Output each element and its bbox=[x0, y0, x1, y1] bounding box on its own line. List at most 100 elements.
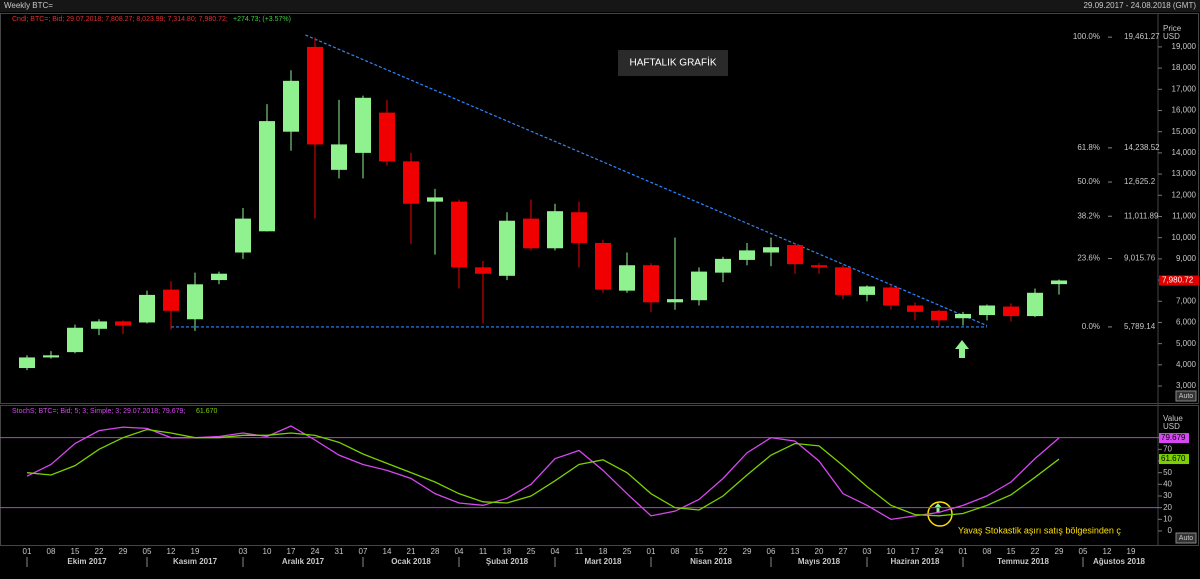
y-tick-label: 19,000 bbox=[1172, 42, 1197, 51]
candle-body bbox=[739, 250, 755, 260]
x-tick-label: 25 bbox=[623, 547, 632, 556]
y-tick-label: 6,000 bbox=[1176, 318, 1197, 327]
x-tick-label: 18 bbox=[503, 547, 512, 556]
y-tick-label: 3,000 bbox=[1176, 381, 1197, 390]
x-tick-label: 01 bbox=[23, 547, 32, 556]
fib-percent: 38.2% bbox=[1077, 211, 1100, 220]
x-tick-label: 19 bbox=[191, 547, 200, 556]
candle-body bbox=[1051, 280, 1067, 285]
candle-body bbox=[427, 197, 443, 202]
candle-body bbox=[499, 220, 515, 276]
candle-body bbox=[595, 242, 611, 290]
y-tick-label: 11,000 bbox=[1172, 212, 1196, 221]
x-tick-label: 18 bbox=[599, 547, 608, 556]
x-tick-label: 15 bbox=[695, 547, 704, 556]
fib-percent: 50.0% bbox=[1077, 177, 1100, 186]
y-tick-label: 18,000 bbox=[1172, 63, 1197, 72]
x-tick-label: 20 bbox=[815, 547, 824, 556]
y-tick-label: 16,000 bbox=[1172, 106, 1197, 115]
x-tick-label: 27 bbox=[839, 547, 848, 556]
y-tick-label: 14,000 bbox=[1172, 148, 1197, 157]
price-panel-frame bbox=[0, 13, 1199, 404]
legend-change: +274.73; (+3.57%) bbox=[233, 16, 291, 23]
candle-body bbox=[283, 80, 299, 132]
x-tick-label: 10 bbox=[263, 547, 272, 556]
x-tick-label: 29 bbox=[743, 547, 752, 556]
month-label: Mayıs 2018 bbox=[798, 557, 841, 566]
x-tick-label: 25 bbox=[527, 547, 536, 556]
x-tick-label: 05 bbox=[143, 547, 152, 556]
candle-body bbox=[355, 97, 371, 153]
fib-value: 5,789.14 bbox=[1124, 322, 1156, 331]
y-axis-label: Value bbox=[1163, 414, 1183, 423]
fib-percent: 61.8% bbox=[1077, 143, 1100, 152]
y-tick-label: 70 bbox=[1163, 444, 1172, 453]
auto-button[interactable] bbox=[1175, 532, 1197, 544]
y-tick-label: 7,000 bbox=[1176, 296, 1197, 305]
candle-body bbox=[259, 121, 275, 232]
up-arrow bbox=[955, 340, 969, 358]
candle-body bbox=[19, 357, 35, 369]
month-label: Temmuz 2018 bbox=[997, 557, 1049, 566]
annotation-box bbox=[618, 50, 728, 76]
candle-body bbox=[43, 355, 59, 358]
fib-percent: 23.6% bbox=[1077, 254, 1100, 263]
x-tick-label: 11 bbox=[479, 547, 488, 556]
fib-value: 9,015.76 bbox=[1124, 254, 1156, 263]
y-axis-label: USD bbox=[1163, 422, 1180, 431]
annotation: HAFTALIK GRAFİK bbox=[629, 56, 716, 69]
y-axis-label: Price bbox=[1163, 24, 1182, 33]
fib-value: 14,238.52 bbox=[1124, 143, 1160, 152]
x-tick-label: 14 bbox=[383, 547, 392, 556]
candle-body bbox=[763, 247, 779, 253]
candle-body bbox=[667, 299, 683, 303]
candle-body bbox=[403, 161, 419, 204]
x-tick-label: 08 bbox=[671, 547, 680, 556]
y-axis-label: USD bbox=[1163, 32, 1180, 41]
x-tick-label: 24 bbox=[935, 547, 944, 556]
candle-body bbox=[811, 265, 827, 268]
candle-body bbox=[91, 321, 107, 329]
candle-body bbox=[1027, 292, 1043, 317]
y-tick-label: 15,000 bbox=[1172, 127, 1197, 136]
x-tick-label: 31 bbox=[335, 547, 344, 556]
fib-value: 11,011.89 bbox=[1124, 211, 1159, 220]
candle-body bbox=[235, 218, 251, 253]
stoch-panel-frame bbox=[0, 405, 1199, 546]
x-tick-label: 15 bbox=[1007, 547, 1016, 556]
candle-body bbox=[547, 211, 563, 249]
month-label: Nisan 2018 bbox=[690, 557, 732, 566]
legend-d: 61.670 bbox=[196, 408, 218, 415]
candle-body bbox=[187, 284, 203, 320]
y-tick-label: 10,000 bbox=[1172, 233, 1197, 242]
auto-button[interactable] bbox=[1175, 390, 1197, 402]
value-tag-label: 61.670 bbox=[1161, 454, 1186, 463]
candle-body bbox=[211, 273, 227, 281]
x-tick-label: 17 bbox=[287, 547, 296, 556]
candle-body bbox=[115, 321, 131, 326]
candle-body bbox=[691, 271, 707, 301]
candle-body bbox=[955, 313, 971, 319]
y-tick-label: 0 bbox=[1168, 526, 1173, 535]
candle-body bbox=[139, 294, 155, 323]
candle-body bbox=[859, 286, 875, 295]
y-tick-label: 40 bbox=[1163, 479, 1172, 488]
candle-body bbox=[1003, 306, 1019, 317]
header-title: Weekly BTC= bbox=[4, 1, 53, 10]
candle-body bbox=[835, 267, 851, 295]
month-label: Ocak 2018 bbox=[391, 557, 431, 566]
x-tick-label: 01 bbox=[959, 547, 968, 556]
candle-body bbox=[331, 144, 347, 170]
x-tick-label: 29 bbox=[119, 547, 128, 556]
x-tick-label: 28 bbox=[431, 547, 440, 556]
month-label: Ağustos 2018 bbox=[1093, 557, 1146, 566]
candle-body bbox=[907, 305, 923, 312]
y-tick-label: 20 bbox=[1163, 503, 1172, 512]
candle-body bbox=[619, 265, 635, 291]
x-tick-label: 05 bbox=[1079, 547, 1088, 556]
fib-value: 19,461.27 bbox=[1124, 32, 1160, 41]
x-tick-label: 29 bbox=[1055, 547, 1064, 556]
candle-body bbox=[643, 265, 659, 303]
candle-body bbox=[523, 218, 539, 249]
